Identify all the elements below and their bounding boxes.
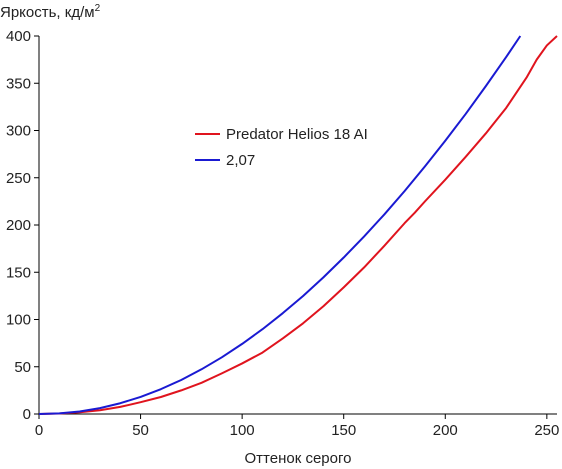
y-tick-label: 400	[6, 28, 31, 45]
y-axis-title-superscript: 2	[95, 3, 101, 14]
y-tick-label: 0	[23, 406, 31, 423]
legend-label-gamma: 2,07	[226, 152, 255, 169]
x-tick-label: 50	[132, 422, 149, 439]
y-tick-label: 300	[6, 123, 31, 140]
legend: Predator Helios 18 AI 2,07	[195, 126, 368, 169]
plot-area	[38, 36, 557, 415]
x-tick-label: 250	[534, 422, 559, 439]
y-tick-label: 350	[6, 75, 31, 92]
y-tick-label: 200	[6, 217, 31, 234]
legend-label-predator: Predator Helios 18 AI	[226, 126, 368, 143]
x-tick-label: 100	[230, 422, 255, 439]
y-axis-title-text: Яркость, кд/м	[0, 4, 95, 21]
y-tick-label: 150	[6, 264, 31, 281]
series-layer	[38, 35, 558, 415]
x-axis-ticks: 0 50 100 150 200 250	[35, 414, 559, 439]
series-line-predator	[38, 35, 558, 415]
y-tick-label: 250	[6, 170, 31, 187]
x-tick-label: 150	[331, 422, 356, 439]
x-tick-label: 200	[433, 422, 458, 439]
y-tick-label: 100	[6, 312, 31, 329]
y-axis-ticks: 0 50 100 150 200 250 300 350 400	[6, 28, 39, 423]
y-axis-title: Яркость, кд/м2	[0, 3, 101, 21]
x-axis-title: Оттенок серого	[245, 450, 352, 467]
series-line-gamma	[38, 35, 522, 415]
x-tick-label: 0	[35, 422, 43, 439]
y-tick-label: 50	[14, 359, 31, 376]
